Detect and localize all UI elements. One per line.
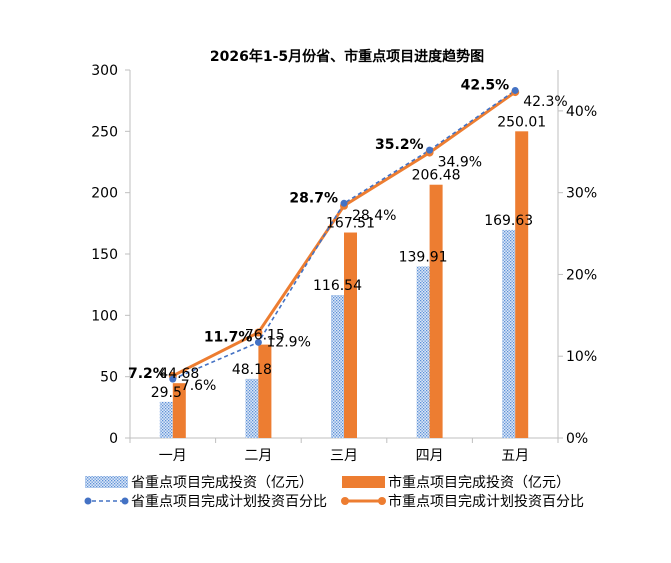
- legend-swatch-city-bar: [342, 476, 385, 488]
- x-tick-label: 四月: [416, 448, 444, 464]
- x-tick-label: 一月: [159, 448, 187, 464]
- line-label-province: 42.5%: [461, 77, 510, 93]
- bar-province: [416, 266, 430, 438]
- line-label-province: 35.2%: [375, 137, 424, 153]
- bar-province: [245, 378, 259, 438]
- line-label-city: 7.6%: [181, 378, 217, 394]
- y-tick-label-left: 250: [91, 124, 118, 140]
- y-tick-label-right: 40%: [566, 104, 597, 120]
- line-label-city: 42.3%: [523, 94, 567, 110]
- legend-label: 市重点项目完成投资（亿元）: [388, 474, 570, 491]
- line-label-province: 11.7%: [204, 329, 253, 345]
- legend-label: 市重点项目完成计划投资百分比: [388, 493, 584, 510]
- legend-item: 省重点项目完成投资（亿元）: [85, 475, 313, 491]
- bar-label-city: 250.01: [497, 114, 546, 130]
- bar-label-province: 169.63: [484, 213, 533, 229]
- point-province: [426, 146, 434, 154]
- legend-item: 省重点项目完成计划投资百分比: [84, 494, 327, 510]
- bar-label-city: 167.51: [326, 216, 375, 232]
- line-label-province: 28.7%: [289, 190, 338, 206]
- legend-swatch-province-bar: [85, 476, 128, 488]
- bar-label-province: 29.5: [151, 385, 182, 401]
- line-label-city: 34.9%: [438, 155, 482, 171]
- bar-province: [502, 229, 516, 438]
- y-tick-label-left: 100: [91, 308, 118, 324]
- bar-label-city: 76.15: [245, 328, 285, 344]
- legend-item: 市重点项目完成计划投资百分比: [341, 493, 584, 510]
- bar-province: [159, 401, 173, 438]
- y-tick-label-left: 0: [109, 431, 118, 447]
- y-tick-label-left: 50: [100, 370, 118, 386]
- bar-city: [344, 232, 357, 438]
- y-tick-label-left: 150: [91, 247, 118, 263]
- bar-label-province: 116.54: [313, 278, 362, 294]
- y-tick-label-right: 20%: [566, 267, 597, 283]
- point-province: [340, 199, 348, 207]
- legend-item: 市重点项目完成投资（亿元）: [342, 474, 570, 491]
- bar-city: [429, 184, 443, 438]
- line-label-city: 28.4%: [352, 208, 396, 224]
- legend-marker: [121, 497, 129, 505]
- bar-label-city: 206.48: [412, 168, 461, 184]
- chart-title: 2026年1-5月份省、市重点项目进度趋势图: [210, 48, 484, 65]
- point-province: [511, 86, 519, 94]
- x-tick-label: 三月: [330, 448, 358, 464]
- point-city: [254, 328, 263, 337]
- x-tick-label: 五月: [501, 448, 529, 464]
- bar-province: [331, 295, 344, 438]
- y-tick-label-right: 0%: [566, 431, 588, 447]
- y-tick-label-left: 200: [91, 186, 118, 202]
- bar-label-city: 44.68: [159, 366, 199, 382]
- y-tick-label-right: 10%: [566, 349, 597, 365]
- point-province: [254, 338, 262, 346]
- x-tick-label: 二月: [244, 448, 272, 464]
- line-label-province: 7.2%: [128, 366, 167, 382]
- line-label-city: 12.9%: [266, 335, 310, 351]
- point-province: [169, 375, 177, 383]
- bar-label-province: 139.91: [399, 249, 448, 265]
- bar-city: [172, 383, 186, 438]
- y-tick-label-left: 300: [91, 63, 118, 79]
- legend-marker: [378, 497, 386, 505]
- y-tick-label-right: 30%: [566, 186, 597, 202]
- legend-label: 省重点项目完成计划投资百分比: [131, 494, 327, 510]
- bar-label-province: 48.18: [232, 362, 272, 378]
- legend-marker: [84, 497, 92, 505]
- bar-city: [258, 344, 272, 438]
- legend-marker: [341, 497, 349, 505]
- legend-label: 省重点项目完成投资（亿元）: [131, 475, 313, 491]
- bar-city: [515, 131, 529, 439]
